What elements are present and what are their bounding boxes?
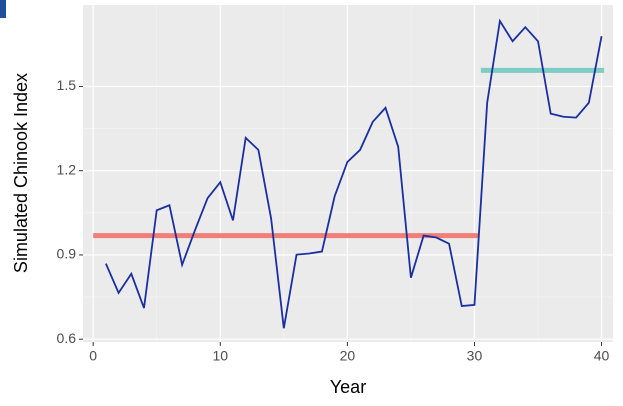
y-tick-label: 1.2 xyxy=(57,161,77,177)
y-axis-title: Simulated Chinook Index xyxy=(11,73,31,273)
y-tick-label: 0.9 xyxy=(57,246,77,262)
corner-mark xyxy=(0,0,6,18)
y-tick-label: 1.5 xyxy=(57,77,77,93)
y-tick-label: 0.6 xyxy=(57,330,77,346)
x-axis-title: Year xyxy=(330,377,366,397)
x-tick-label: 20 xyxy=(340,348,356,364)
x-tick-label: 30 xyxy=(467,348,483,364)
x-tick-label: 0 xyxy=(89,348,97,364)
x-tick-label: 10 xyxy=(212,348,228,364)
x-tick-label: 40 xyxy=(594,348,610,364)
data-line xyxy=(105,18,603,329)
panel xyxy=(83,5,613,342)
